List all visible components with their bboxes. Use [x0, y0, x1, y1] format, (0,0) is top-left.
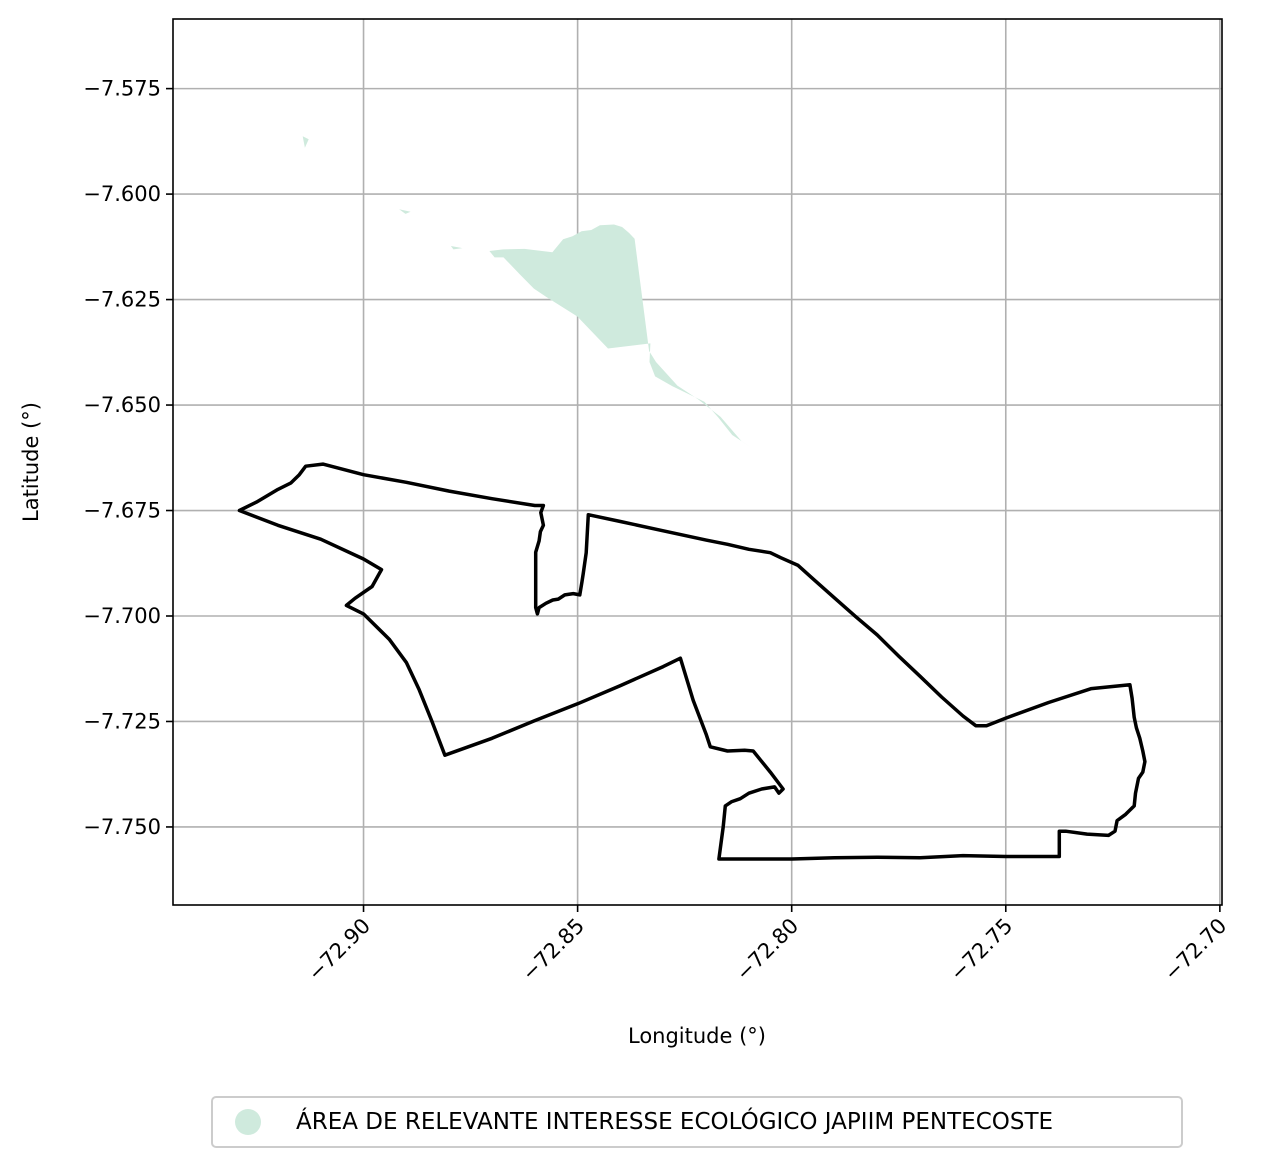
y-tick-label: −7.650	[83, 393, 161, 417]
x-tick-label: −72.90	[303, 914, 375, 986]
protected-area-fragment	[450, 246, 463, 250]
y-tick-label: −7.750	[83, 815, 161, 839]
x-tick-label: −72.70	[1159, 914, 1231, 986]
y-axis-label: Latitude (°)	[19, 402, 43, 522]
protected-area-polygon	[489, 224, 753, 449]
protected-area-fragment	[302, 136, 309, 148]
y-tick-label: −7.575	[83, 77, 161, 101]
boundary-outline	[237, 462, 1147, 861]
plot-frame	[172, 18, 1223, 906]
x-axis-label: Longitude (°)	[628, 1024, 766, 1048]
x-tick-label: −72.80	[731, 914, 803, 986]
map-plot: −72.90 −72.85 −72.80 −72.75 −72.70 −7.575 −7.6…	[19, 18, 1231, 1048]
y-tick-label: −7.725	[83, 709, 161, 733]
y-tick-label: −7.675	[83, 499, 161, 523]
legend-swatch-icon	[235, 1109, 261, 1135]
legend: ÁREA DE RELEVANTE INTERESSE ECOLÓGICO JA…	[211, 1096, 1183, 1148]
y-tick-label: −7.700	[83, 604, 161, 628]
grid-lines	[173, 19, 1222, 905]
protected-area-fragment	[399, 209, 411, 214]
x-tick-label: −72.75	[945, 914, 1017, 986]
y-tick-label: −7.600	[83, 182, 161, 206]
x-tick-label: −72.85	[517, 914, 589, 986]
y-tick-label: −7.625	[83, 288, 161, 312]
map-layers	[237, 136, 1147, 861]
legend-label: ÁREA DE RELEVANTE INTERESSE ECOLÓGICO JA…	[296, 1109, 1054, 1135]
